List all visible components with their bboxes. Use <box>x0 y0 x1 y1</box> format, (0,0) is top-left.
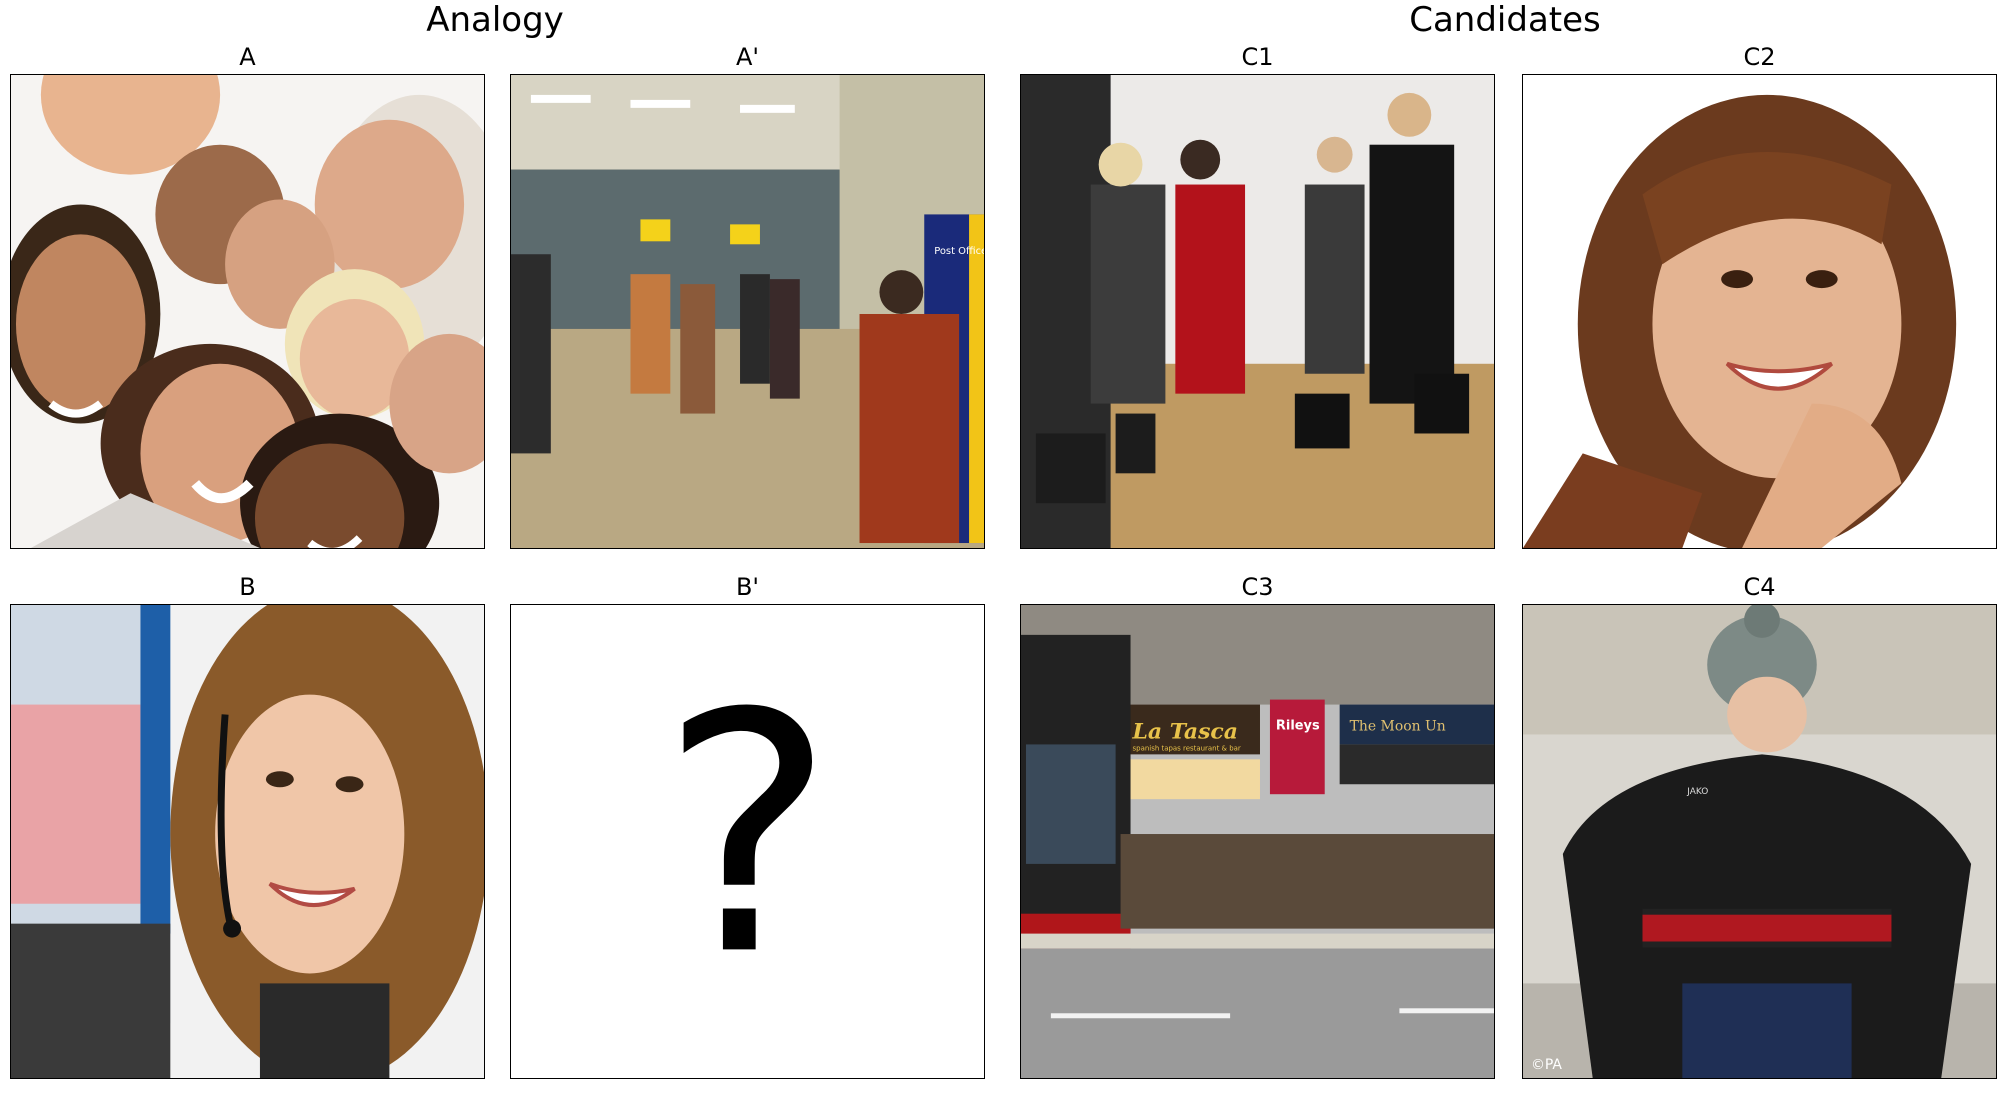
la-tasca-subtitle: spanish tapas restaurant & bar <box>1133 744 1241 752</box>
panel-c2-label: C2 <box>1743 43 1776 71</box>
panel-c1-label: C1 <box>1241 43 1274 71</box>
panel-b-label: B <box>239 573 256 601</box>
candidates-heading: Candidates <box>1409 0 1601 40</box>
panel-b-image <box>10 604 485 1079</box>
photo-credit: ©PA <box>1531 1057 1562 1073</box>
panel-c1-image <box>1020 74 1495 549</box>
panel-a-prime-label: A' <box>735 43 759 71</box>
analogy-heading: Analogy <box>426 0 564 40</box>
rileys-sign: Rileys <box>1276 718 1320 733</box>
panel-c4-label: C4 <box>1743 573 1776 601</box>
jacket-logo: JAKO <box>1686 787 1708 797</box>
la-tasca-sign: La Tasca <box>1132 718 1238 744</box>
panel-a-prime-image: Post Office <box>510 74 985 549</box>
panel-b-prime-placeholder: ? <box>510 604 985 1079</box>
panel-a-label: A <box>239 43 256 71</box>
post-office-sign: Post Office <box>934 246 984 257</box>
panel-c3-label: C3 <box>1241 573 1274 601</box>
panel-b-prime-label: B' <box>735 573 760 601</box>
question-mark-icon: ? <box>659 642 836 1027</box>
pub-sign: The Moon Un <box>1350 718 1446 734</box>
panel-c2-image <box>1522 74 1997 549</box>
panel-a-image <box>10 74 485 549</box>
panel-c3-image: La Tasca spanish tapas restaurant & bar … <box>1020 604 1495 1079</box>
panel-c4-image: JAKO ©PA <box>1522 604 1997 1079</box>
